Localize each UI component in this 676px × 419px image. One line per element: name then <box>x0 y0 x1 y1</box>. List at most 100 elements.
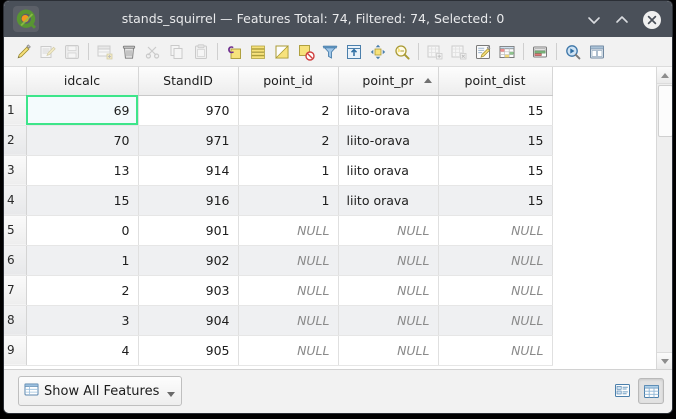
cell-point_id[interactable]: 1 <box>238 155 339 186</box>
vertical-scrollbar[interactable] <box>656 67 672 369</box>
zoom-to-selection-button[interactable] <box>390 39 414 65</box>
delete-selected-button[interactable] <box>117 39 141 65</box>
cell-point_dist[interactable]: NULL <box>438 335 553 366</box>
cell-point_pr[interactable]: NULL <box>338 305 439 336</box>
cell-StandID[interactable]: 914 <box>138 155 239 186</box>
cell-idcalc[interactable]: 2 <box>26 275 139 306</box>
maximize-button[interactable] <box>612 10 632 30</box>
close-button[interactable] <box>642 10 662 30</box>
view-mode-form-button[interactable] <box>610 378 634 402</box>
row-number-header[interactable]: 7 <box>4 275 27 306</box>
open-field-calculator-button[interactable] <box>471 39 495 65</box>
cell-point_id[interactable]: 2 <box>238 125 339 156</box>
table-row[interactable]: 3 13 914 1 liito orava 15 <box>4 155 553 186</box>
cell-StandID[interactable]: 902 <box>138 245 239 276</box>
cell-StandID[interactable]: 904 <box>138 305 239 336</box>
filter-selection-button[interactable] <box>318 39 342 65</box>
cell-point_pr[interactable]: liito-orava <box>338 125 439 156</box>
column-header-idcalc[interactable]: idcalc <box>26 67 139 96</box>
cell-point_pr[interactable]: liito orava <box>338 155 439 186</box>
conditional-formatting-button[interactable] <box>495 39 519 65</box>
cell-point_pr[interactable]: NULL <box>338 215 439 246</box>
move-selection-to-top-button[interactable] <box>342 39 366 65</box>
row-number-header[interactable]: 9 <box>4 335 27 366</box>
cell-idcalc[interactable]: 70 <box>26 125 139 156</box>
table-row[interactable]: 1 69 970 2 liito-orava 15 <box>4 95 553 126</box>
feature-filter-combo[interactable]: Show All Features <box>18 376 183 406</box>
cell-idcalc[interactable]: 4 <box>26 335 139 366</box>
cell-idcalc[interactable]: 3 <box>26 305 139 336</box>
cell-StandID[interactable]: 903 <box>138 275 239 306</box>
cell-point_dist[interactable]: 15 <box>438 155 553 186</box>
cell-point_dist[interactable]: NULL <box>438 305 553 336</box>
table-row[interactable]: 7 2 903 NULL NULL NULL <box>4 275 553 306</box>
table-row[interactable]: 9 4 905 NULL NULL NULL <box>4 335 553 366</box>
cell-point_id[interactable]: 2 <box>238 95 339 126</box>
view-mode-table-button[interactable] <box>638 378 664 404</box>
actions-button[interactable] <box>561 39 585 65</box>
cell-idcalc[interactable]: 1 <box>26 245 139 276</box>
window-title: stands_squirrel — Features Total: 74, Fi… <box>121 11 505 26</box>
toggle-editing-button[interactable] <box>12 39 36 65</box>
cell-idcalc[interactable]: 0 <box>26 215 139 246</box>
separator-4 <box>519 43 528 61</box>
column-header-point_dist[interactable]: point_dist <box>438 67 553 96</box>
table-corner-header[interactable] <box>4 67 27 96</box>
cell-point_dist[interactable]: 15 <box>438 95 553 126</box>
scroll-up-button[interactable] <box>657 67 672 84</box>
cell-point_dist[interactable]: 15 <box>438 185 553 216</box>
table-row[interactable]: 6 1 902 NULL NULL NULL <box>4 245 553 276</box>
attribute-grid[interactable]: idcalc StandID point_id point_pr point_dist … <box>4 67 656 369</box>
cell-idcalc[interactable]: 13 <box>26 155 139 186</box>
select-all-button[interactable] <box>246 39 270 65</box>
row-number-header[interactable]: 2 <box>4 125 27 156</box>
cell-point_pr[interactable]: NULL <box>338 245 439 276</box>
cell-point_pr[interactable]: liito orava <box>338 185 439 216</box>
table-row[interactable]: 8 3 904 NULL NULL NULL <box>4 305 553 336</box>
column-header-point_pr[interactable]: point_pr <box>338 67 439 96</box>
invert-selection-button[interactable] <box>270 39 294 65</box>
cell-point_id[interactable]: NULL <box>238 335 339 366</box>
organize-columns-button[interactable] <box>528 39 552 65</box>
paste-features-button <box>189 39 213 65</box>
row-number-header[interactable]: 4 <box>4 185 27 216</box>
row-number-header[interactable]: 3 <box>4 155 27 186</box>
cell-StandID[interactable]: 905 <box>138 335 239 366</box>
cell-point_id[interactable]: NULL <box>238 215 339 246</box>
cell-point_dist[interactable]: NULL <box>438 275 553 306</box>
cell-idcalc[interactable]: 69 <box>26 95 139 126</box>
column-header-point_id[interactable]: point_id <box>238 67 339 96</box>
dock-undock-button[interactable] <box>585 39 609 65</box>
cell-StandID[interactable]: 971 <box>138 125 239 156</box>
cell-point_id[interactable]: NULL <box>238 305 339 336</box>
cell-StandID[interactable]: 970 <box>138 95 239 126</box>
row-number-header[interactable]: 5 <box>4 215 27 246</box>
pan-to-selection-button[interactable] <box>366 39 390 65</box>
cell-point_dist[interactable]: NULL <box>438 215 553 246</box>
cell-point_dist[interactable]: 15 <box>438 125 553 156</box>
cell-point_pr[interactable]: NULL <box>338 275 439 306</box>
scrollbar-thumb[interactable] <box>658 85 672 137</box>
cell-point_pr[interactable]: liito-orava <box>338 95 439 126</box>
cell-point_id[interactable]: NULL <box>238 275 339 306</box>
cell-point_id[interactable]: 1 <box>238 185 339 216</box>
cell-point_dist[interactable]: NULL <box>438 245 553 276</box>
select-by-expression-button[interactable] <box>222 39 246 65</box>
deselect-all-button[interactable] <box>294 39 318 65</box>
row-number-header[interactable]: 6 <box>4 245 27 276</box>
cell-idcalc[interactable]: 15 <box>26 185 139 216</box>
table-row[interactable]: 4 15 916 1 liito orava 15 <box>4 185 553 216</box>
cell-point_pr[interactable]: NULL <box>338 335 439 366</box>
table-row[interactable]: 5 0 901 NULL NULL NULL <box>4 215 553 246</box>
cell-StandID[interactable]: 901 <box>138 215 239 246</box>
cell-point_id[interactable]: NULL <box>238 245 339 276</box>
separator-5 <box>552 43 561 61</box>
column-header-StandID[interactable]: StandID <box>138 67 239 96</box>
scroll-down-button[interactable] <box>657 352 672 369</box>
minimize-button[interactable] <box>584 10 604 30</box>
save-layer-edits-button <box>60 39 84 65</box>
table-row[interactable]: 2 70 971 2 liito-orava 15 <box>4 125 553 156</box>
row-number-header[interactable]: 8 <box>4 305 27 336</box>
cell-StandID[interactable]: 916 <box>138 185 239 216</box>
row-number-header[interactable]: 1 <box>4 95 27 126</box>
